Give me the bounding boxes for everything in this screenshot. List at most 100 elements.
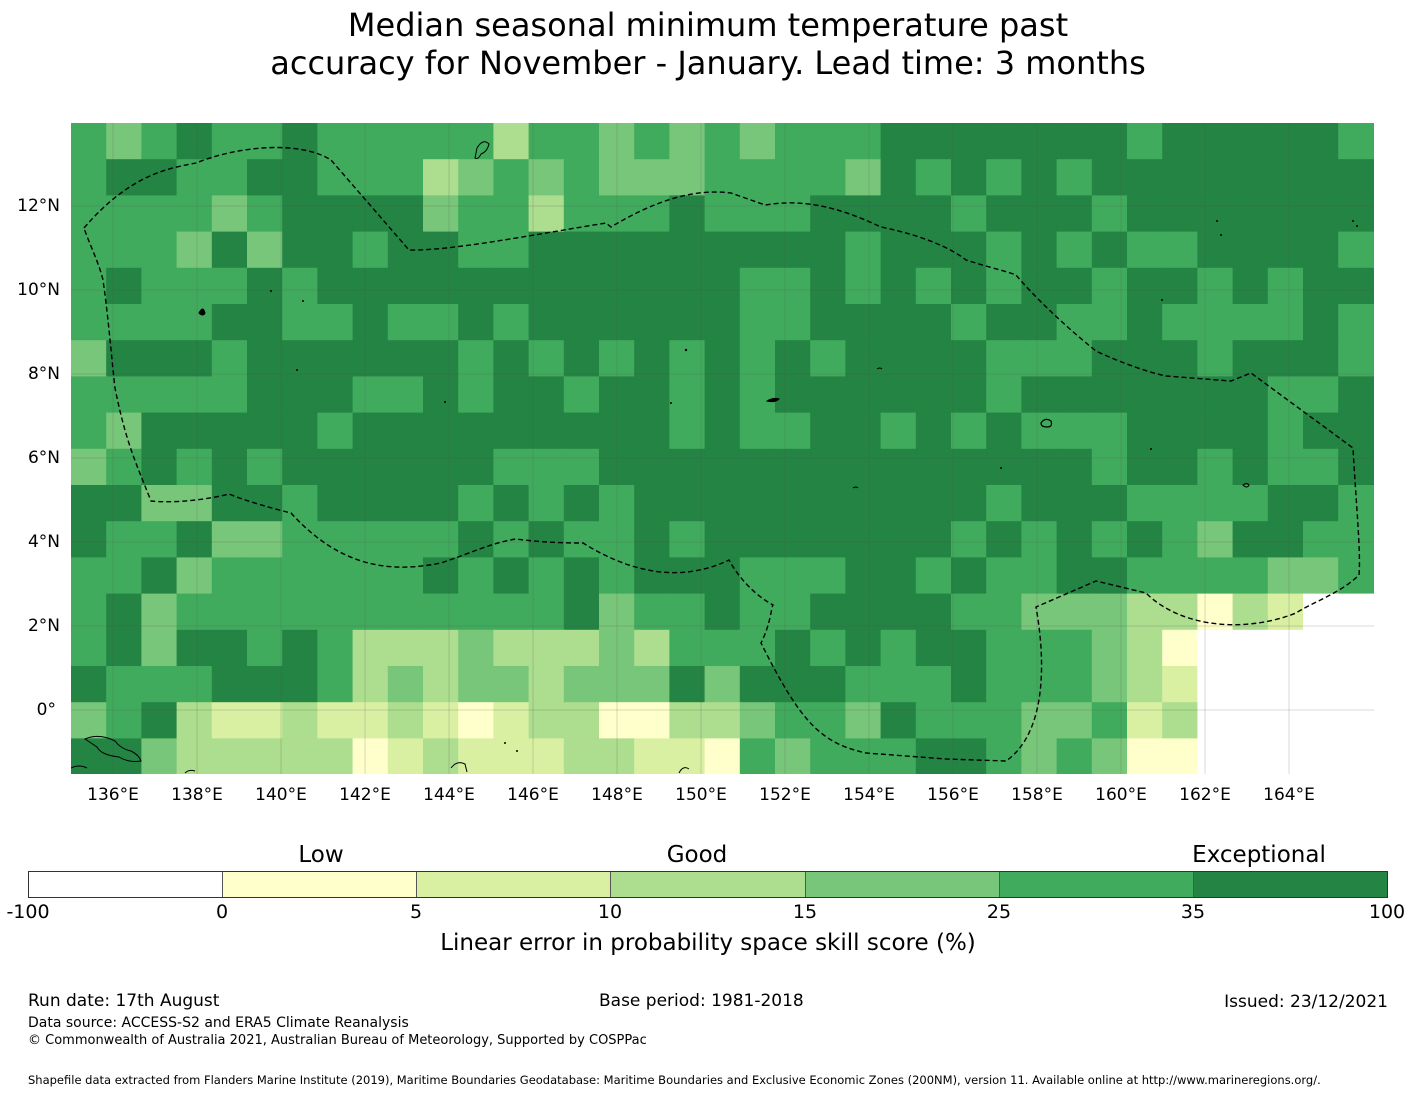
grid-cell (1127, 231, 1163, 269)
grid-cell (1091, 304, 1128, 341)
grid-cell (211, 557, 248, 595)
grid-cell (880, 304, 917, 341)
grid-cell (1338, 702, 1374, 739)
grid-cell (141, 376, 178, 414)
grid-cell (704, 666, 741, 703)
grid-cell (1091, 485, 1128, 522)
grid-cell (599, 267, 635, 305)
grid-cell (986, 521, 1022, 558)
grid-cell (352, 593, 389, 631)
grid-cell (669, 304, 706, 341)
grid-cell (528, 123, 565, 160)
lon-label: 154°E (843, 785, 895, 805)
grid-cell (563, 159, 600, 196)
grid-cell (1267, 702, 1304, 739)
grid-cell (141, 557, 178, 595)
grid-cell (423, 485, 459, 522)
grid-cell (317, 448, 354, 486)
grid-cell (775, 159, 811, 196)
grid-cell (176, 159, 213, 196)
grid-cell (352, 267, 389, 305)
grid-cell (845, 593, 882, 631)
grid-cell (986, 340, 1022, 377)
grid-cell (1303, 159, 1339, 196)
grid-cell (634, 159, 670, 196)
grid-cell (528, 376, 565, 414)
colorbar (28, 871, 1388, 898)
grid-cell (423, 666, 459, 703)
grid-cell (352, 702, 389, 739)
grid-cell (493, 195, 530, 233)
grid-cell (247, 340, 283, 377)
grid-cell (563, 521, 600, 558)
grid-cell (669, 629, 706, 667)
grid-cell (845, 195, 882, 233)
grid-cell (563, 195, 600, 233)
grid-cell (986, 159, 1022, 196)
grid-cell (458, 195, 494, 233)
grid-cell (915, 593, 952, 631)
grid-cell (1197, 412, 1234, 450)
grid-cell (71, 557, 107, 595)
grid-cell (1197, 159, 1234, 196)
grid-cell (880, 485, 917, 522)
grid-cell (845, 557, 882, 595)
grid-cell (1303, 629, 1339, 667)
lon-label: 160°E (1095, 785, 1147, 805)
grid-cell (458, 267, 494, 305)
grid-cell (106, 485, 142, 522)
grid-cell (880, 340, 917, 377)
grid-cell (739, 738, 776, 774)
grid-cell (247, 231, 283, 269)
grid-cell (317, 521, 354, 558)
grid-cell (739, 629, 776, 667)
map-area[interactable] (71, 123, 1374, 774)
grid-cell (880, 521, 917, 558)
grid-cell (211, 485, 248, 522)
grid-cell (704, 123, 741, 160)
grid-cell (951, 267, 987, 305)
grid-cell (599, 159, 635, 196)
grid-cell (71, 521, 107, 558)
grid-cell (71, 593, 107, 631)
grid-cell (423, 123, 459, 160)
grid-cell (951, 557, 987, 595)
grid-cell (704, 521, 741, 558)
grid-cell (141, 412, 178, 450)
grid-cell (528, 340, 565, 377)
grid-cell (1338, 340, 1374, 377)
grid-cell (915, 340, 952, 377)
grid-cell (458, 448, 494, 486)
grid-cell (1021, 304, 1058, 341)
grid-cell (634, 448, 670, 486)
grid-cell (1197, 304, 1234, 341)
grid-cell (810, 267, 846, 305)
grid-cell (704, 340, 741, 377)
grid-cell (1127, 485, 1163, 522)
grid-cell (810, 521, 846, 558)
grid-cell (599, 557, 635, 595)
grid-cell (1021, 159, 1058, 196)
lon-label: 146°E (507, 785, 559, 805)
grid-cell (1338, 666, 1374, 703)
base-period: Base period: 1981-2018 (599, 991, 804, 1011)
grid-cell (669, 159, 706, 196)
grid-cell (739, 304, 776, 341)
grid-cell (352, 340, 389, 377)
grid-cell (528, 557, 565, 595)
grid-cell (1162, 629, 1198, 667)
grid-cell (211, 376, 248, 414)
grid-cell (211, 738, 248, 774)
legend-category-exceptional: Exceptional (1192, 842, 1326, 868)
grid-cell (387, 231, 424, 269)
grid-cell (423, 521, 459, 558)
grid-cell (599, 593, 635, 631)
grid-cell (669, 521, 706, 558)
grid-cell (1232, 231, 1269, 269)
grid-cell (845, 666, 882, 703)
grid-cell (176, 702, 213, 739)
grid-cell (951, 593, 987, 631)
grid-cell (810, 629, 846, 667)
lon-label: 140°E (255, 785, 307, 805)
colorbar-segment (1193, 872, 1387, 897)
